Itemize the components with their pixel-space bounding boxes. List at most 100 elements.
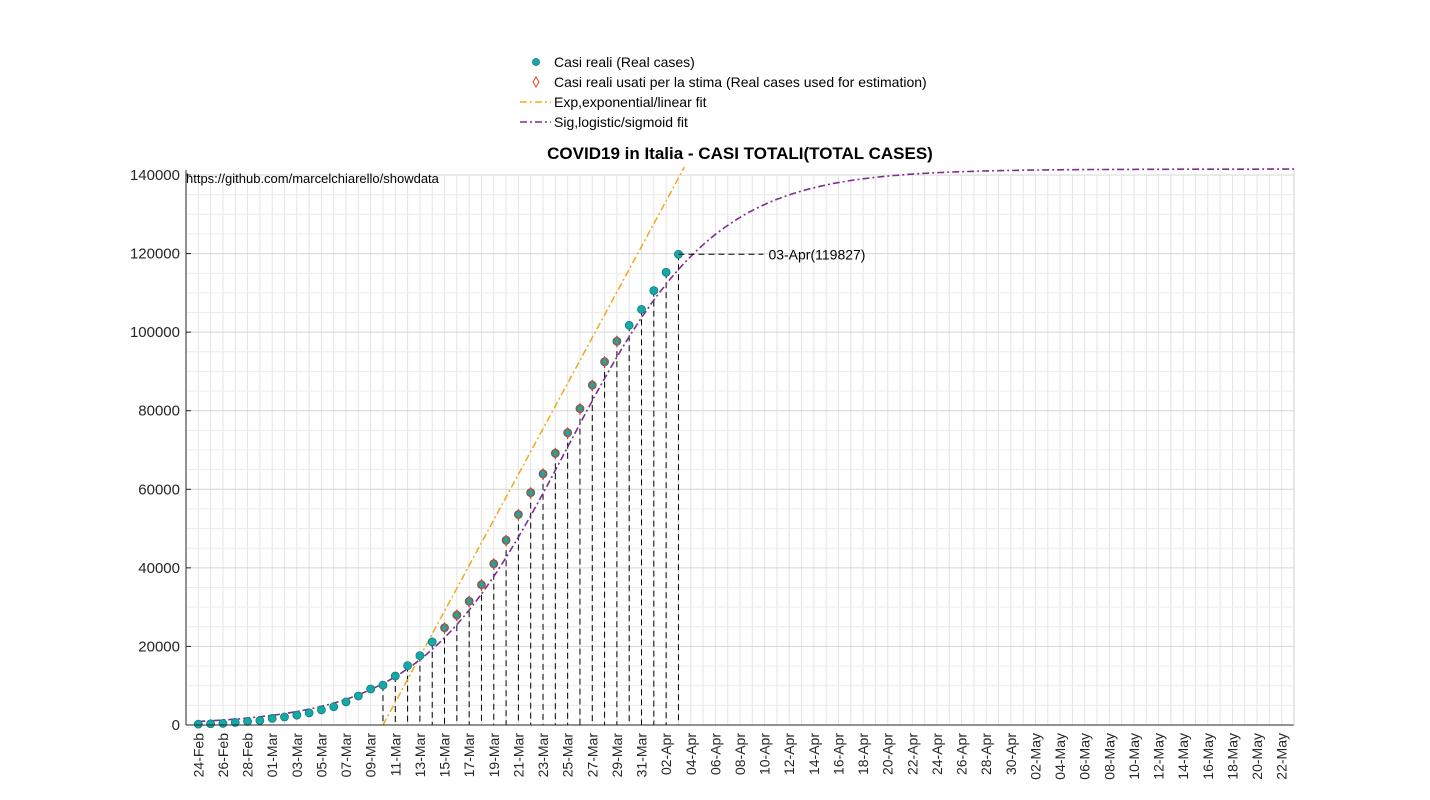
x-tick-label: 15-Mar — [437, 733, 453, 778]
estimation-point — [588, 379, 597, 392]
legend-item-real-cases: Casi reali (Real cases) — [532, 54, 695, 70]
major-grid — [186, 174, 1294, 647]
x-tick-label: 08-Apr — [732, 733, 748, 775]
legend-label-estimation-cases: Casi reali usati per la stima (Real case… — [554, 74, 927, 90]
x-tick-label: 18-May — [1224, 733, 1240, 780]
x-tick-label: 12-May — [1151, 733, 1167, 780]
real-case-point — [575, 404, 585, 413]
x-tick-label: 08-May — [1101, 733, 1117, 780]
x-tick-label: 22-May — [1274, 733, 1290, 780]
x-tick-label: 14-May — [1175, 733, 1191, 780]
x-tick-label: 30-Apr — [1003, 733, 1019, 775]
estimation-point — [551, 447, 560, 460]
real-case-point — [267, 713, 277, 723]
x-tick-label: 05-Mar — [313, 733, 329, 778]
real-case-point — [600, 357, 609, 367]
real-case-point — [353, 691, 363, 701]
real-case-point — [218, 719, 228, 728]
legend-item-sig-fit: Sig,logistic/sigmoid fit — [520, 114, 688, 130]
x-tick-label: 10-May — [1126, 733, 1142, 780]
x-tick-label: 27-Mar — [584, 733, 600, 778]
fit-curves — [198, 166, 1294, 725]
legend-item-estimation-cases: Casi reali usati per la stima (Real case… — [532, 74, 927, 90]
estimation-point — [612, 335, 621, 348]
x-tick-label: 07-Mar — [338, 733, 354, 778]
estimation-point — [514, 508, 523, 521]
real-case-point — [440, 623, 449, 633]
real-case-point — [304, 708, 314, 718]
real-case-point — [292, 710, 302, 720]
estimation-point — [440, 621, 449, 634]
x-tick-label: 04-Apr — [683, 733, 699, 775]
x-tick-label: 28-Feb — [240, 733, 256, 778]
data-markers — [193, 249, 683, 729]
x-tick-label: 20-Apr — [880, 733, 896, 775]
legend-label-real-cases: Casi reali (Real cases) — [554, 54, 695, 70]
x-tick-label: 06-Apr — [707, 733, 723, 775]
real-case-point — [390, 671, 400, 681]
x-tick-label: 24-Feb — [190, 733, 206, 778]
x-tick-label: 18-Apr — [855, 733, 871, 775]
real-case-point — [477, 580, 486, 590]
real-case-point — [366, 684, 376, 694]
y-tick-label: 140000 — [130, 167, 180, 184]
legend-diamond-marker — [532, 76, 540, 88]
real-case-point — [550, 448, 560, 458]
x-tick-label: 09-Mar — [363, 733, 379, 778]
x-tick-label: 11-Mar — [387, 733, 403, 777]
x-tick-label: 02-May — [1027, 733, 1043, 780]
x-tick-label: 16-Apr — [830, 733, 846, 775]
x-tick-label: 24-Apr — [929, 733, 945, 775]
x-tick-label: 28-Apr — [978, 733, 994, 775]
real-case-point — [563, 428, 573, 438]
y-tick-label: 80000 — [138, 403, 180, 420]
x-tick-label: 19-Mar — [486, 733, 502, 778]
real-case-point — [329, 702, 339, 712]
legend-circle-marker — [532, 58, 540, 66]
legend-label-sig-fit: Sig,logistic/sigmoid fit — [554, 114, 688, 130]
x-tick-label: 14-Apr — [806, 733, 822, 775]
real-case-point — [255, 716, 265, 725]
source-url: https://github.com/marcelchiarello/showd… — [186, 171, 440, 186]
x-tick-label: 04-May — [1052, 733, 1068, 780]
real-case-point — [243, 717, 252, 726]
x-tick-label: 12-Apr — [781, 733, 797, 775]
y-tick-label: 0 — [172, 717, 180, 734]
sigmoid-fit-curve — [198, 168, 1294, 723]
x-tick-label: 06-May — [1077, 733, 1093, 780]
y-tick-label: 40000 — [138, 560, 180, 577]
real-case-point — [514, 510, 523, 519]
x-tick-label: 25-Mar — [560, 733, 576, 778]
x-tick-label: 26-Feb — [215, 733, 231, 778]
y-tick-labels: 0 20000 40000 60000 80000 100000 120000 140000 — [130, 167, 180, 734]
legend-item-exp-fit: Exp,exponential/linear fit — [520, 94, 707, 110]
x-tick-label: 21-Mar — [510, 733, 526, 778]
real-case-point — [501, 535, 511, 545]
annotation: 03-Apr(119827) — [678, 246, 865, 262]
real-case-point — [538, 469, 548, 479]
estimation-point — [501, 534, 511, 547]
estimation-point — [538, 467, 548, 480]
x-tick-label: 22-Apr — [904, 733, 920, 775]
real-case-point — [637, 304, 646, 314]
x-tick-labels: 24-Feb 26-Feb 28-Feb 01-Mar 03-Mar 05-Mar 07-M… — [190, 733, 1289, 780]
legend: Casi reali (Real cases) Casi reali usati… — [520, 54, 927, 130]
vertical-drop-lines — [382, 254, 679, 725]
real-case-point — [206, 719, 216, 729]
estimation-point — [600, 355, 609, 368]
x-tick-label: 29-Mar — [609, 733, 625, 778]
estimation-point — [452, 609, 461, 621]
real-case-point — [452, 610, 462, 620]
x-tick-label: 23-Mar — [535, 733, 551, 778]
y-tick-label: 100000 — [130, 324, 180, 341]
x-tick-label: 03-Mar — [289, 733, 305, 778]
legend-label-exp-fit: Exp,exponential/linear fit — [554, 94, 707, 110]
real-case-point — [341, 697, 351, 707]
axes — [185, 170, 1295, 726]
y-tick-label: 60000 — [138, 481, 180, 498]
x-tick-label: 17-Mar — [461, 733, 477, 778]
estimation-point — [465, 595, 474, 608]
x-tick-label: 13-Mar — [412, 733, 428, 778]
real-case-point — [661, 267, 671, 277]
real-case-point — [415, 651, 425, 661]
